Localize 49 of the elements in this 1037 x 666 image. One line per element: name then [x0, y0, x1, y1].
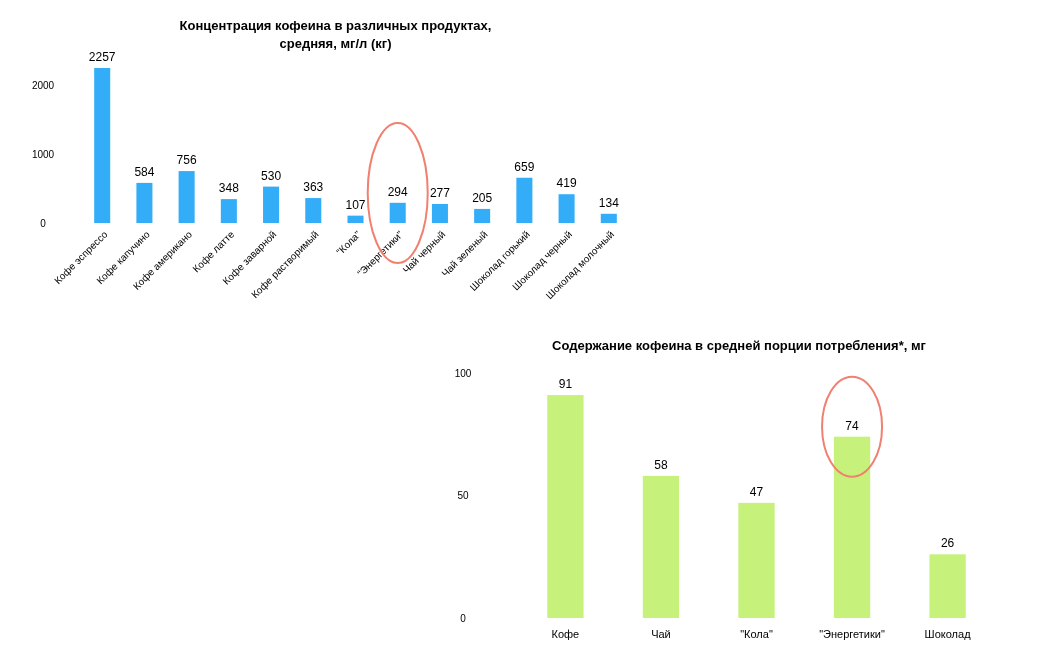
- data-label: 26: [940, 536, 955, 551]
- bar: [220, 199, 237, 223]
- data-label: 58: [654, 457, 668, 472]
- data-label: 134: [598, 195, 620, 210]
- x-tick-label: "Кола": [740, 628, 773, 640]
- bar: [94, 68, 111, 223]
- data-label: 205: [472, 190, 493, 205]
- chart-title: Содержание кофеина в средней порции потребления*, мг: [552, 338, 927, 353]
- data-label: 348: [218, 181, 240, 196]
- x-tick-label: Шоколад: [924, 628, 972, 640]
- y-tick-label: 1000: [31, 148, 55, 160]
- bar: [178, 171, 195, 223]
- data-label: 294: [387, 184, 409, 199]
- data-label: 530: [261, 168, 282, 183]
- data-label: 277: [429, 185, 451, 200]
- data-label: 91: [558, 377, 573, 392]
- data-label: 584: [134, 164, 155, 179]
- y-tick-label: 50: [457, 490, 469, 501]
- bar: [305, 198, 322, 223]
- bar: [738, 502, 775, 618]
- data-label: 756: [176, 153, 197, 168]
- bar: [929, 554, 966, 618]
- x-tick-label: "Энергетики": [819, 628, 885, 640]
- bar: [833, 436, 871, 618]
- data-label: 74: [845, 418, 860, 433]
- bar: [431, 203, 448, 223]
- bar: [474, 208, 491, 223]
- bar: [558, 194, 575, 223]
- data-label: 659: [514, 159, 535, 174]
- bar: [389, 202, 406, 223]
- data-label: 107: [345, 197, 366, 212]
- y-tick-label: 100: [454, 367, 472, 379]
- x-tick-label: Чай: [651, 628, 671, 640]
- y-tick-label: 0: [460, 612, 467, 624]
- bar: [600, 213, 617, 223]
- bar: [642, 475, 680, 618]
- data-label: 419: [556, 176, 577, 191]
- y-tick-label: 0: [40, 217, 47, 229]
- bar: [136, 182, 153, 223]
- y-tick-label: 2000: [31, 80, 55, 92]
- data-label: 363: [303, 180, 324, 195]
- data-label: 2257: [88, 50, 116, 64]
- bar: [516, 177, 533, 223]
- x-tick-label: Кофе: [551, 628, 580, 640]
- chart-title: Концентрация кофеина в различных продуктах, средняя, мг/л (кг): [179, 18, 492, 51]
- data-label: 47: [749, 484, 764, 499]
- bar: [347, 215, 364, 223]
- bar: [547, 395, 584, 618]
- bar: [263, 186, 280, 223]
